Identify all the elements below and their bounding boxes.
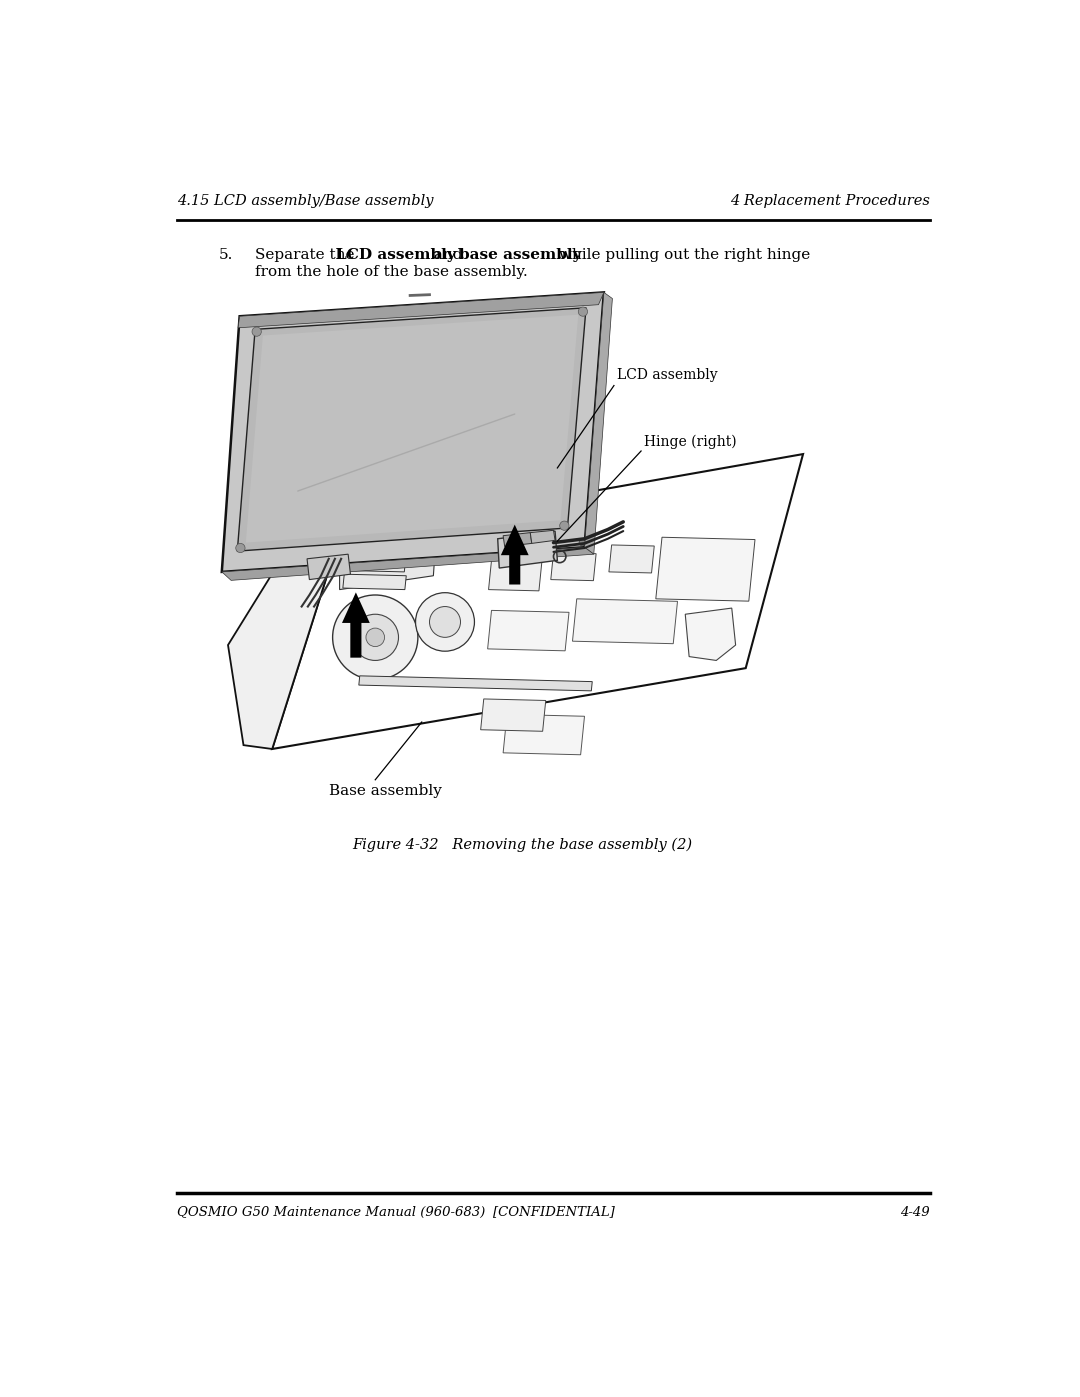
Circle shape xyxy=(235,543,245,553)
Circle shape xyxy=(366,629,384,647)
Polygon shape xyxy=(572,599,677,644)
Polygon shape xyxy=(482,503,554,555)
Polygon shape xyxy=(359,676,592,692)
Polygon shape xyxy=(221,292,604,571)
Polygon shape xyxy=(503,714,584,754)
Polygon shape xyxy=(685,608,735,661)
Text: Base assembly: Base assembly xyxy=(328,784,442,798)
Polygon shape xyxy=(307,555,350,580)
Circle shape xyxy=(416,592,474,651)
Polygon shape xyxy=(238,307,586,550)
Circle shape xyxy=(430,606,460,637)
Circle shape xyxy=(559,521,569,531)
Circle shape xyxy=(578,307,588,316)
Text: 4-49: 4-49 xyxy=(901,1206,930,1218)
Polygon shape xyxy=(272,454,804,749)
Text: from the hole of the base assembly.: from the hole of the base assembly. xyxy=(255,265,528,279)
Polygon shape xyxy=(488,560,542,591)
Polygon shape xyxy=(609,545,654,573)
Text: Hinge (right): Hinge (right) xyxy=(644,434,737,448)
Circle shape xyxy=(333,595,418,680)
Polygon shape xyxy=(551,553,596,581)
Text: while pulling out the right hinge: while pulling out the right hinge xyxy=(554,249,810,263)
Text: 4.15 LCD assembly/Base assembly: 4.15 LCD assembly/Base assembly xyxy=(177,194,433,208)
Polygon shape xyxy=(221,548,594,580)
Polygon shape xyxy=(342,574,406,590)
Polygon shape xyxy=(481,698,545,731)
Text: and: and xyxy=(429,249,468,263)
Circle shape xyxy=(579,539,585,546)
Text: Separate the: Separate the xyxy=(255,249,360,263)
Text: LCD assembly: LCD assembly xyxy=(617,367,718,381)
Polygon shape xyxy=(342,550,406,571)
Text: QOSMIO G50 Maintenance Manual (960-683): QOSMIO G50 Maintenance Manual (960-683) xyxy=(177,1206,485,1218)
Polygon shape xyxy=(228,535,339,749)
Text: [CONFIDENTIAL]: [CONFIDENTIAL] xyxy=(492,1206,615,1218)
Text: base assembly: base assembly xyxy=(459,249,581,263)
Polygon shape xyxy=(339,520,437,590)
Polygon shape xyxy=(246,314,578,542)
Polygon shape xyxy=(238,292,604,328)
Circle shape xyxy=(352,615,399,661)
Polygon shape xyxy=(584,292,612,555)
Polygon shape xyxy=(656,538,755,601)
Circle shape xyxy=(252,327,261,337)
Text: Figure 4-32   Removing the base assembly (2): Figure 4-32 Removing the base assembly (… xyxy=(352,838,692,852)
Polygon shape xyxy=(503,532,531,546)
Text: LCD assembly: LCD assembly xyxy=(336,249,456,263)
Polygon shape xyxy=(498,531,557,569)
Text: 4 Replacement Procedures: 4 Replacement Procedures xyxy=(730,194,930,208)
Polygon shape xyxy=(488,610,569,651)
Polygon shape xyxy=(530,531,555,543)
Text: 5.: 5. xyxy=(218,249,233,263)
